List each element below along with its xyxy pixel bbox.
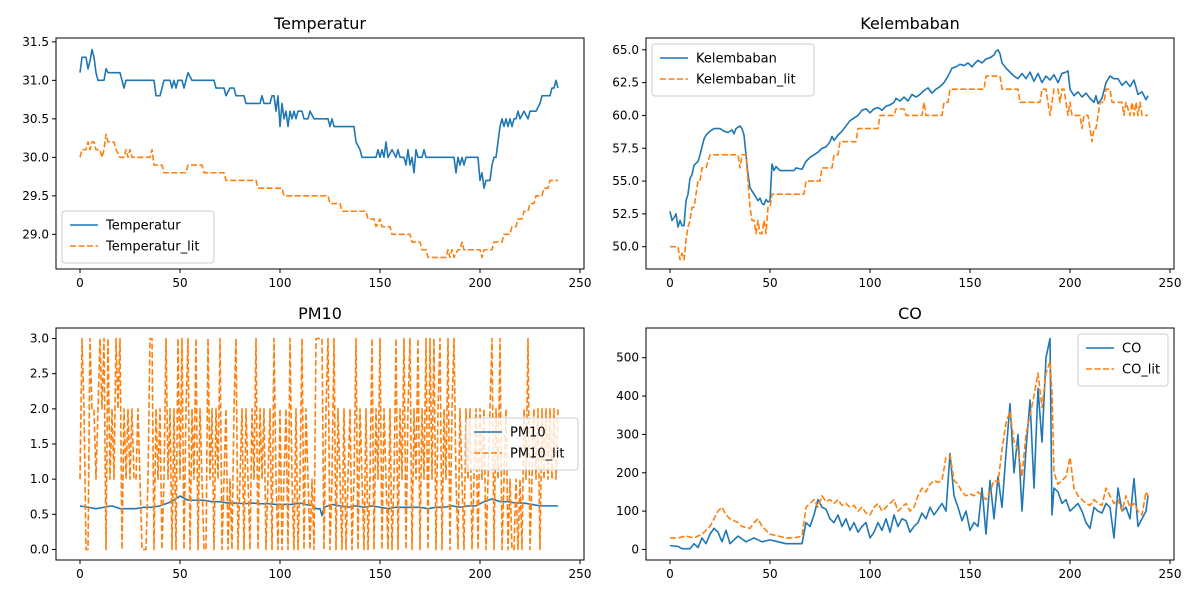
y-tick-label: 0 (631, 542, 639, 556)
legend-label: CO_lit (1122, 363, 1160, 378)
series-line-temperatur-lit (79, 133, 558, 259)
legend-label: Kelembaban (696, 52, 777, 67)
y-tick-label: 65.0 (612, 43, 639, 57)
chart-title: PM10 (298, 304, 342, 323)
x-tick-label: 100 (859, 276, 882, 290)
y-tick-label: 2.0 (30, 402, 49, 416)
y-tick-label: 3.0 (30, 332, 49, 346)
chart-title: CO (898, 304, 922, 323)
y-tick-label: 1.5 (30, 437, 49, 451)
series-line-pm10 (79, 495, 558, 517)
y-tick-label: 50.0 (612, 240, 639, 254)
y-tick-label: 30.0 (22, 150, 49, 164)
y-tick-label: 29.5 (22, 189, 49, 203)
series-line-kelembaban (669, 49, 1149, 228)
x-tick-label: 100 (859, 567, 882, 581)
y-tick-label: 1.0 (30, 472, 49, 486)
x-tick-label: 150 (959, 567, 982, 581)
legend-label: PM10_lit (510, 447, 564, 462)
legend-box (465, 417, 579, 471)
y-tick-label: 500 (616, 351, 639, 365)
y-tick-label: 0.5 (30, 507, 49, 521)
legend-box (1077, 333, 1169, 387)
x-tick-label: 250 (1159, 567, 1182, 581)
y-tick-label: 52.5 (612, 207, 639, 221)
series-line-temperatur (79, 48, 559, 189)
x-tick-label: 0 (76, 567, 84, 581)
chart-title: Temperatur (273, 14, 366, 33)
x-tick-label: 100 (269, 567, 292, 581)
x-tick-label: 150 (369, 276, 392, 290)
series-line-pm10-lit (79, 337, 559, 551)
x-tick-label: 150 (959, 276, 982, 290)
y-tick-label: 300 (616, 427, 639, 441)
x-tick-label: 200 (469, 276, 492, 290)
chart-panel: Kelembaban 0 50 100 150 200 250 50.0 52.5 55.0 57.… (612, 14, 1181, 290)
x-tick-label: 200 (1059, 276, 1082, 290)
series-line-co (669, 337, 1149, 550)
y-tick-label: 60.0 (612, 108, 639, 122)
y-tick-label: 30.5 (22, 112, 49, 126)
x-tick-label: 50 (172, 276, 187, 290)
x-tick-label: 150 (369, 567, 392, 581)
x-tick-label: 50 (172, 567, 187, 581)
legend-box (651, 43, 815, 97)
legend: Kelembaban Kelembaban_lit (651, 43, 815, 97)
y-tick-label: 29.0 (22, 227, 49, 241)
x-tick-label: 50 (762, 276, 777, 290)
y-tick-label: 62.5 (612, 76, 639, 90)
chart-panel: CO 0 50 100 150 200 250 0 100 200 300 400 500 CO CO_li… (616, 304, 1181, 581)
y-tick-label: 31.5 (22, 35, 49, 49)
axes-frame (55, 37, 585, 270)
series-line-kelembaban-lit (670, 75, 1148, 261)
legend: Temperatur Temperatur_lit (61, 210, 215, 264)
x-tick-label: 0 (666, 276, 674, 290)
legend: CO CO_lit (1077, 333, 1169, 387)
legend-label: PM10 (510, 426, 546, 441)
axes-frame (645, 327, 1175, 561)
series-line-co-lit (670, 360, 1149, 539)
x-tick-label: 0 (666, 567, 674, 581)
x-tick-label: 100 (269, 276, 292, 290)
x-tick-label: 50 (762, 567, 777, 581)
y-tick-label: 400 (616, 389, 639, 403)
x-tick-label: 250 (569, 567, 592, 581)
x-tick-label: 200 (1059, 567, 1082, 581)
y-tick-label: 2.5 (30, 367, 49, 381)
y-tick-label: 31.0 (22, 73, 49, 87)
chart-panel: PM10 0 50 100 150 200 250 0.0 0.5 1.0 1.5 2.0 2.5 3.0… (30, 304, 592, 581)
legend-label: Kelembaban_lit (696, 73, 796, 88)
x-tick-label: 0 (76, 276, 84, 290)
chart-title: Kelembaban (860, 14, 959, 33)
axes-frame (645, 37, 1175, 270)
legend-label: Temperatur_lit (105, 240, 199, 255)
y-tick-label: 57.5 (612, 141, 639, 155)
y-tick-label: 0.0 (30, 542, 49, 556)
x-tick-label: 200 (469, 567, 492, 581)
y-tick-label: 100 (616, 504, 639, 518)
y-tick-label: 55.0 (612, 174, 639, 188)
x-tick-label: 250 (1159, 276, 1182, 290)
legend-label: Temperatur (105, 219, 181, 234)
x-tick-label: 250 (569, 276, 592, 290)
legend: PM10 PM10_lit (465, 417, 579, 471)
legend-label: CO (1122, 342, 1141, 357)
legend-box (61, 210, 215, 264)
y-tick-label: 200 (616, 466, 639, 480)
chart-panel: Temperatur 0 50 100 150 200 250 29.0 29.5 30.0 30.… (22, 14, 591, 290)
